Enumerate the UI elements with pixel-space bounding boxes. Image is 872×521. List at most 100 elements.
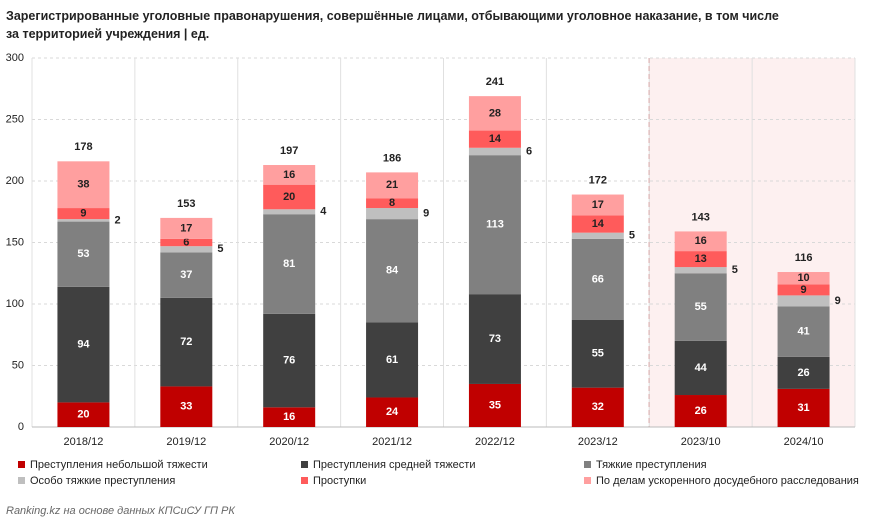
bar-segment (674, 251, 727, 268)
legend-swatch (301, 461, 308, 468)
legend-swatch (584, 477, 591, 484)
value-label: 16 (695, 235, 707, 247)
value-label: 4 (320, 206, 327, 218)
bar-segment (674, 395, 727, 427)
bar-segment (777, 272, 830, 285)
bar-segment (160, 252, 213, 298)
total-label: 241 (486, 76, 504, 88)
value-label: 9 (423, 208, 429, 220)
bar-segment (57, 221, 110, 287)
y-tick-label: 250 (6, 113, 24, 125)
bar-segment (777, 388, 830, 427)
value-label: 66 (592, 273, 604, 285)
bar-segment (160, 238, 213, 247)
legend-label: Преступления средней тяжести (313, 459, 476, 471)
value-label: 24 (386, 406, 399, 418)
value-label: 13 (695, 253, 707, 265)
value-label: 28 (489, 107, 501, 119)
total-label: 116 (795, 252, 813, 264)
value-label: 6 (183, 236, 189, 248)
value-label: 61 (386, 354, 398, 366)
bar-segment (366, 322, 419, 398)
bar-segment (777, 306, 830, 357)
value-label: 9 (801, 284, 807, 296)
total-label: 186 (383, 152, 401, 164)
total-label: 143 (692, 211, 710, 223)
value-label: 16 (283, 411, 295, 423)
x-tick-label: 2021/12 (372, 436, 412, 448)
value-label: 33 (180, 401, 192, 413)
value-label: 31 (797, 402, 809, 414)
bar-segment (468, 383, 521, 427)
value-label: 16 (283, 169, 295, 181)
bar-segment (674, 340, 727, 396)
source: Ranking.kz на основе данных КПСиСУ ГП РК (6, 505, 235, 517)
legend-label: Преступления небольшой тяжести (30, 459, 208, 471)
bar-segment (571, 194, 624, 216)
value-label: 37 (180, 269, 192, 281)
y-tick-label: 150 (6, 236, 24, 248)
x-tick-label: 2022/12 (475, 436, 515, 448)
bar-segment (160, 246, 213, 253)
value-label: 5 (732, 264, 738, 276)
bar-segment (57, 286, 110, 403)
value-label: 5 (217, 243, 223, 255)
bar-segment (263, 165, 316, 185)
total-label: 153 (177, 198, 195, 210)
x-tick-label: 2020/12 (269, 436, 309, 448)
x-tick-label: 2023/10 (681, 436, 721, 448)
legend-label: Проступки (313, 475, 366, 487)
y-tick-label: 0 (18, 421, 24, 433)
bar-segment (468, 294, 521, 384)
x-tick-label: 2024/10 (784, 436, 824, 448)
y-tick-label: 200 (6, 175, 24, 187)
x-tick-label: 2018/12 (64, 436, 104, 448)
value-label: 44 (695, 362, 708, 374)
value-label: 35 (489, 399, 501, 411)
chart-title: Зарегистрированные уголовные правонаруше… (6, 9, 779, 23)
y-tick-label: 300 (6, 52, 24, 64)
value-label: 94 (77, 338, 90, 350)
value-label: 41 (797, 326, 809, 338)
bar-segment (57, 161, 110, 209)
bar-segment (468, 147, 521, 156)
bar-segment (263, 407, 316, 427)
bar-segment (674, 231, 727, 252)
legend-label: По делам ускоренного досудебного расслед… (596, 475, 859, 487)
total-label: 172 (589, 174, 607, 186)
value-label: 72 (180, 336, 192, 348)
value-label: 32 (592, 401, 604, 413)
legend-swatch (584, 461, 591, 468)
value-label: 26 (695, 405, 707, 417)
bar-segment (263, 184, 316, 210)
x-tick-label: 2023/12 (578, 436, 618, 448)
bar-segment (468, 96, 521, 131)
value-label: 2 (114, 214, 120, 226)
bar-segment (57, 402, 110, 427)
value-label: 76 (283, 354, 295, 366)
bar-segment (263, 214, 316, 314)
value-label: 81 (283, 258, 295, 270)
bar-segment (777, 356, 830, 389)
bar-segment (571, 387, 624, 427)
bar-segment (468, 130, 521, 148)
value-label: 9 (835, 295, 841, 307)
value-label: 20 (283, 191, 295, 203)
value-label: 14 (489, 133, 502, 145)
y-tick-label: 100 (6, 298, 24, 310)
value-label: 84 (386, 265, 399, 277)
legend-swatch (301, 477, 308, 484)
value-label: 26 (797, 367, 809, 379)
value-label: 5 (629, 230, 635, 242)
bar-segment (57, 219, 110, 222)
bar-segment (57, 208, 110, 220)
bar-segment (160, 297, 213, 387)
bar-segment (777, 295, 830, 307)
value-label: 113 (486, 219, 504, 231)
value-label: 53 (77, 248, 89, 260)
value-label: 8 (389, 197, 395, 209)
value-label: 10 (797, 272, 809, 284)
bar-segment (571, 215, 624, 233)
bar-segment (571, 238, 624, 320)
